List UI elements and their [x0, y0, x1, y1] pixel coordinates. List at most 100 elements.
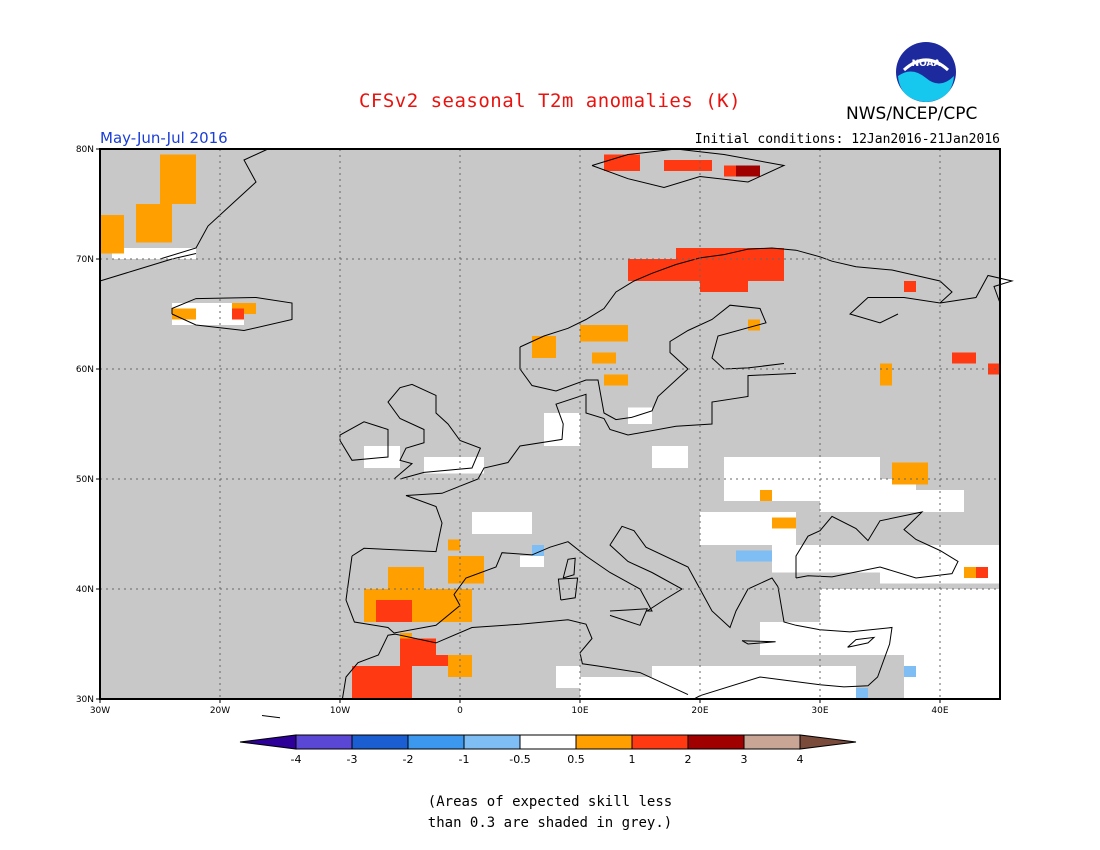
coastlines — [99, 148, 1014, 719]
anomaly-cell — [532, 336, 556, 358]
initial-conditions: Initial conditions: 12Jan2016-21Jan2016 — [694, 132, 1000, 147]
anomaly-cell — [628, 407, 652, 424]
anomaly-cell — [136, 204, 172, 243]
coastline — [847, 636, 876, 648]
colorbar-swatch — [575, 734, 633, 750]
skill-note-line-1: (Areas of expected skill less — [427, 794, 673, 810]
coastline — [387, 383, 482, 480]
coastline — [609, 608, 648, 626]
anomaly-cell — [772, 545, 892, 573]
forecast-period: May-Jun-Jul 2016 — [100, 129, 228, 147]
lat-tick-label: 70N — [76, 255, 94, 265]
anomaly-cell — [544, 413, 580, 446]
colorbar-under-arrow — [239, 734, 297, 750]
anomaly-cell — [736, 165, 760, 177]
coastline — [261, 715, 281, 719]
coastline — [345, 525, 779, 634]
anomaly-cell — [856, 688, 868, 699]
anomaly-cell — [100, 215, 124, 254]
coastline — [351, 372, 797, 557]
coastline — [159, 148, 269, 260]
noaa-logo: NOAA — [896, 42, 956, 102]
anomaly-cell — [112, 248, 196, 259]
anomaly-cell — [772, 517, 796, 529]
colorbar-label: -0.5 — [509, 753, 530, 766]
colorbar-swatch — [351, 734, 409, 750]
coastline — [795, 511, 959, 579]
colorbar-label: 0.5 — [567, 753, 585, 766]
anomaly-cell — [520, 556, 544, 567]
lon-tick-label: 30W — [90, 706, 110, 716]
anomaly-cell — [652, 666, 856, 699]
anomaly-cell — [952, 352, 976, 364]
coastline — [591, 148, 786, 189]
anomaly-cell — [448, 539, 460, 551]
anomaly-cell — [364, 446, 400, 468]
skill-note: (Areas of expected skill less than 0.3 a… — [0, 792, 1100, 834]
coastline — [171, 296, 293, 332]
anomaly-cell — [664, 160, 712, 171]
anomaly-cell — [652, 446, 688, 468]
lat-tick-label: 60N — [76, 365, 94, 375]
coastline — [99, 253, 197, 282]
coastline — [519, 247, 953, 348]
colorbar-label: -2 — [403, 753, 414, 766]
colorbar-label: 4 — [797, 753, 804, 766]
anomaly-cell — [352, 666, 412, 699]
anomaly-cell — [736, 550, 772, 562]
lat-tick-label: 30N — [76, 695, 94, 705]
anomaly-cell — [904, 490, 964, 512]
colorbar-label: 1 — [629, 753, 636, 766]
anomaly-cell — [880, 363, 892, 386]
coastline — [741, 640, 776, 645]
colorbar-label: -4 — [291, 753, 302, 766]
lon-tick-label: 20W — [210, 706, 230, 716]
lon-tick-label: 40E — [931, 706, 948, 716]
coastline — [562, 557, 576, 579]
noaa-logo-text: NOAA — [912, 59, 941, 69]
anomaly-cell — [388, 567, 424, 589]
skill-note-line-2: than 0.3 are shaded in grey.) — [427, 815, 673, 831]
colorbar-swatch — [519, 734, 577, 750]
grid-lines — [100, 149, 1000, 699]
colorbar-label: -1 — [459, 753, 470, 766]
anomaly-cell — [424, 457, 484, 474]
lon-tick-label: 0 — [457, 706, 463, 716]
anomaly-cell — [592, 352, 616, 364]
anomaly-cell — [556, 666, 580, 688]
map-title: CFSv2 seasonal T2m anomalies (K) — [358, 90, 742, 112]
anomaly-cell — [472, 512, 532, 534]
anomaly-cell — [760, 622, 820, 655]
colorbar: -4 -3 -2 -1 -0.5 0.5 1 2 3 4 — [239, 734, 857, 766]
colorbar-swatch — [687, 734, 745, 750]
anomaly-cell — [760, 490, 772, 501]
anomaly-cell — [604, 154, 640, 171]
anomaly-cell — [232, 308, 244, 320]
anomaly-cell — [964, 567, 976, 578]
anomaly-cell — [604, 374, 628, 386]
colorbar-swatch — [743, 734, 801, 750]
anomaly-cell — [580, 325, 628, 342]
lat-tick-label: 40N — [76, 585, 94, 595]
colorbar-label: 3 — [741, 753, 748, 766]
anomaly-cell — [580, 677, 652, 699]
anomaly-cells — [100, 149, 1000, 699]
anomaly-cell — [976, 567, 988, 578]
anomaly-cell — [904, 633, 1000, 699]
noaa-logo-gull — [902, 58, 950, 72]
colorbar-label: 2 — [685, 753, 692, 766]
map-frame — [99, 148, 1001, 700]
anomaly-cell — [172, 308, 196, 320]
colorbar-swatch — [631, 734, 689, 750]
coastline — [693, 586, 893, 700]
axis-ticks: 30W 20W 10W 0 10E 20E 30E 40E 30N 40N 50N 60N 70N 80N — [76, 145, 949, 716]
anomaly-cell — [904, 666, 916, 677]
anomaly-cell — [700, 275, 748, 292]
anomaly-cell — [424, 655, 448, 666]
lon-tick-label: 30E — [811, 706, 828, 716]
anomaly-cell — [904, 281, 916, 292]
anomaly-cell — [376, 600, 412, 622]
colorbar-swatch — [295, 734, 353, 750]
anomaly-cell — [892, 462, 928, 485]
